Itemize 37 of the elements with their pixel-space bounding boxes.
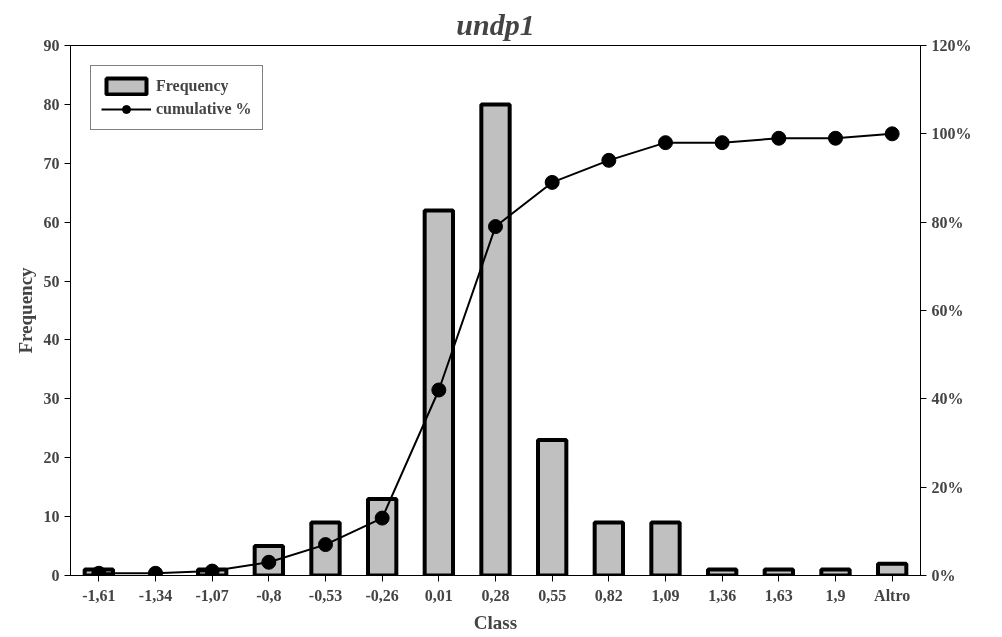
y2-tick-label: 120% — [931, 37, 972, 54]
x-tick-label: 1,9 — [825, 586, 846, 604]
y2-tick-label: 0% — [931, 567, 956, 584]
y-tick-label: 80 — [43, 95, 60, 113]
y-axis-title: Frequency — [14, 266, 36, 354]
x-tick-label: 0,55 — [538, 586, 567, 604]
x-tick-label: 0,01 — [424, 586, 453, 604]
x-tick-label: 1,63 — [764, 586, 793, 604]
y-tick-label: 50 — [43, 272, 60, 290]
legend-label: Frequency — [156, 77, 229, 95]
x-axis-title: Class — [473, 611, 518, 633]
y2-tick-label: 40% — [931, 390, 964, 408]
y2-tick-label: 20% — [931, 478, 964, 496]
x-tick-label: -1,07 — [195, 586, 229, 604]
y-tick-label: 0 — [51, 567, 60, 584]
x-tick-label: 1,36 — [708, 586, 737, 604]
y-tick-label: 10 — [43, 508, 60, 526]
x-tick-label: 0,82 — [594, 586, 623, 604]
x-tick-label: -0,53 — [308, 586, 343, 604]
x-tick-label: -0,26 — [365, 586, 399, 604]
y-tick-label: 60 — [43, 213, 60, 231]
x-tick-label: -1,61 — [82, 586, 116, 604]
legend-label: cumulative % — [156, 100, 252, 118]
x-tick-label: Altro — [874, 586, 911, 604]
y-tick-label: 70 — [43, 154, 60, 172]
y2-tick-label: 100% — [931, 125, 972, 143]
y-tick-label: 90 — [43, 37, 60, 54]
x-tick-label: 0,28 — [481, 586, 510, 604]
x-tick-label: 1,09 — [651, 586, 680, 604]
y2-tick-label: 60% — [931, 302, 964, 319]
y-tick-label: 30 — [43, 390, 60, 408]
y-tick-label: 40 — [43, 331, 60, 349]
chart-title: undp1 — [456, 7, 535, 41]
y2-tick-label: 80% — [931, 213, 964, 231]
x-tick-label: -0,8 — [256, 586, 282, 604]
x-tick-label: -1,34 — [138, 586, 173, 604]
y-tick-label: 20 — [43, 449, 60, 467]
